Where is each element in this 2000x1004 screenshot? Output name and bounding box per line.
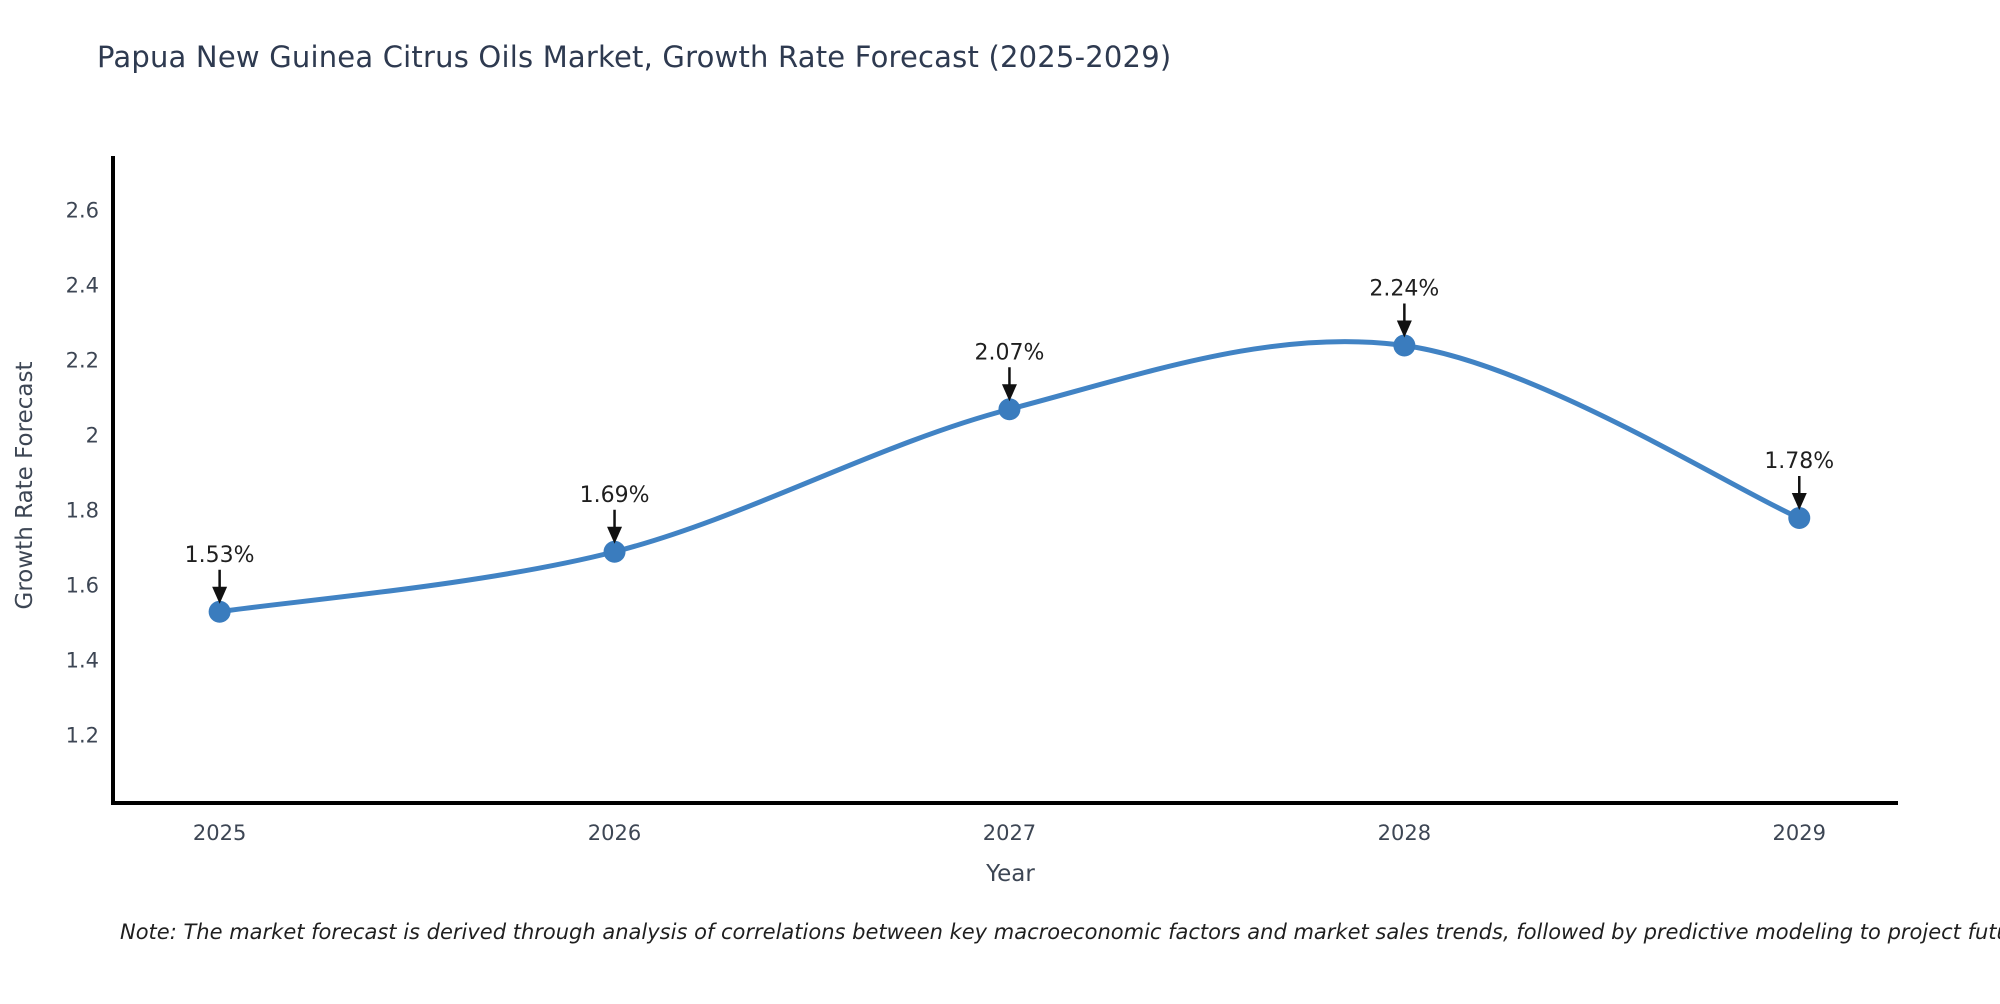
- data-point-marker: [208, 600, 231, 623]
- data-point-label: 2.07%: [975, 340, 1045, 365]
- y-axis-title: Growth Rate Forecast: [12, 362, 38, 610]
- y-tick-label: 2.4: [66, 274, 99, 298]
- y-tick-label: 2.2: [66, 349, 99, 373]
- annotation-arrow-head: [212, 586, 228, 604]
- data-point-label: 1.53%: [185, 543, 255, 568]
- annotation-arrow-head: [1001, 384, 1017, 402]
- x-axis-title: Year: [985, 861, 1035, 887]
- x-tick-label: 2029: [1773, 821, 1826, 845]
- y-tick-label: 2: [86, 424, 99, 448]
- x-tick-label: 2025: [193, 821, 246, 845]
- data-point-marker: [1788, 507, 1811, 529]
- chart-title: Papua New Guinea Citrus Oils Market, Gro…: [97, 40, 1172, 74]
- y-tick-label: 1.8: [66, 499, 99, 523]
- data-point-marker: [603, 540, 626, 563]
- annotation-arrow-head: [1396, 320, 1412, 338]
- chart-footnote: Note: The market forecast is derived thr…: [120, 920, 2000, 944]
- y-tick-label: 1.4: [66, 649, 99, 673]
- data-point-label: 2.24%: [1369, 277, 1439, 302]
- data-point-marker: [998, 398, 1021, 421]
- y-tick-label: 1.2: [66, 724, 99, 748]
- annotation-arrow-head: [607, 526, 623, 544]
- data-point-label: 1.69%: [580, 483, 650, 508]
- y-tick-label: 2.6: [66, 199, 99, 223]
- y-tick-label: 1.6: [66, 574, 99, 598]
- x-tick-label: 2028: [1378, 821, 1431, 845]
- x-tick-label: 2027: [983, 821, 1036, 845]
- annotation-arrow-head: [1791, 493, 1807, 510]
- data-point-label: 1.78%: [1764, 449, 1834, 474]
- data-point-marker: [1393, 334, 1416, 357]
- x-tick-label: 2026: [588, 821, 641, 845]
